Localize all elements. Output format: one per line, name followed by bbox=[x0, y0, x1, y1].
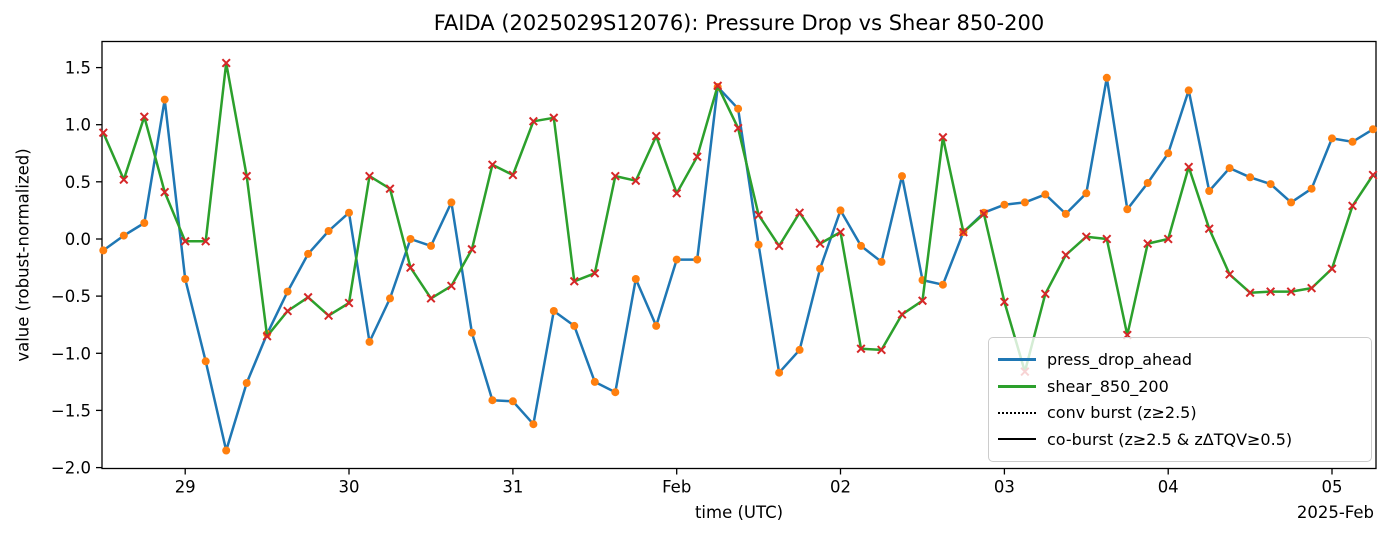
y-tick-label: 0.5 bbox=[65, 173, 91, 192]
legend-item: co-burst (z≥2.5 & zΔTQV≥0.5) bbox=[998, 430, 1362, 449]
legend-item: shear_850_200 bbox=[998, 377, 1362, 396]
legend-label: conv burst (z≥2.5) bbox=[1047, 403, 1197, 423]
legend-label: shear_850_200 bbox=[1047, 376, 1169, 396]
legend: press_drop_ahead shear_850_200 conv burs… bbox=[988, 337, 1372, 462]
x-tick-label: 31 bbox=[502, 478, 523, 497]
y-axis-label: value (robust-normalized) bbox=[13, 148, 33, 362]
legend-label: co-burst (z≥2.5 & zΔTQV≥0.5) bbox=[1047, 429, 1293, 449]
x-tick-label: 29 bbox=[175, 478, 196, 497]
legend-item: conv burst (z≥2.5) bbox=[998, 403, 1362, 422]
x-tick-label: 02 bbox=[830, 478, 851, 497]
x-axis-ticks: 29 30 31 Feb 02 03 04 05 bbox=[175, 468, 1343, 497]
y-tick-label: −1.5 bbox=[51, 401, 91, 420]
legend-label: press_drop_ahead bbox=[1047, 350, 1192, 370]
legend-sample-line bbox=[998, 358, 1036, 362]
chart-title: FAIDA (2025029S12076): Pressure Drop vs … bbox=[433, 11, 1045, 35]
legend-sample-line bbox=[998, 411, 1036, 414]
y-tick-label: 0.0 bbox=[65, 230, 91, 249]
x-axis-offset-label: 2025-Feb bbox=[1296, 503, 1374, 522]
x-tick-label: 04 bbox=[1158, 478, 1179, 497]
x-tick-label: 30 bbox=[339, 478, 360, 497]
x-tick-label: 05 bbox=[1322, 478, 1343, 497]
y-tick-label: −2.0 bbox=[51, 459, 91, 478]
x-axis-label: time (UTC) bbox=[694, 503, 784, 522]
legend-item: press_drop_ahead bbox=[998, 350, 1362, 369]
y-tick-label: −1.0 bbox=[51, 344, 91, 363]
legend-sample-line bbox=[998, 384, 1036, 388]
legend-sample-line bbox=[998, 438, 1036, 441]
plot-border bbox=[101, 40, 1377, 470]
x-tick-label: 03 bbox=[994, 478, 1015, 497]
press_drop_ahead-markers bbox=[99, 73, 1377, 455]
y-axis-ticks: 1.5 1.0 0.5 0.0 −0.5 −1.0 −1.5 −2.0 bbox=[51, 59, 102, 478]
y-tick-label: 1.5 bbox=[65, 59, 91, 78]
shear_850_200-markers bbox=[98, 58, 1378, 377]
x-tick-label: Feb bbox=[662, 478, 691, 497]
y-tick-label: 1.0 bbox=[65, 116, 91, 135]
y-tick-label: −0.5 bbox=[51, 287, 91, 306]
